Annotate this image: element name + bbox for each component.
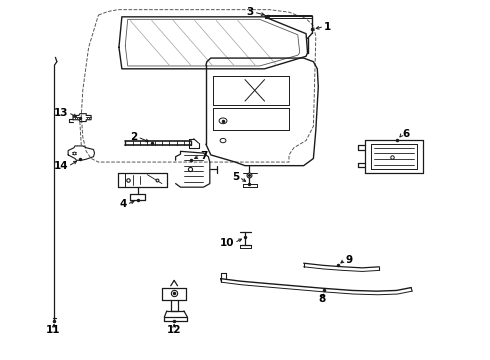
Text: 2: 2: [130, 132, 138, 142]
Text: 1: 1: [324, 22, 331, 32]
Text: 4: 4: [120, 199, 127, 210]
Text: 10: 10: [220, 238, 234, 248]
Text: 5: 5: [232, 172, 239, 182]
Text: 14: 14: [53, 161, 68, 171]
Text: 8: 8: [318, 294, 326, 304]
Text: 13: 13: [53, 108, 68, 118]
Text: 11: 11: [46, 325, 61, 335]
Text: 12: 12: [167, 325, 181, 335]
Text: 7: 7: [200, 150, 207, 161]
Text: 6: 6: [402, 129, 410, 139]
Text: 9: 9: [345, 255, 352, 265]
Text: 3: 3: [246, 7, 254, 17]
